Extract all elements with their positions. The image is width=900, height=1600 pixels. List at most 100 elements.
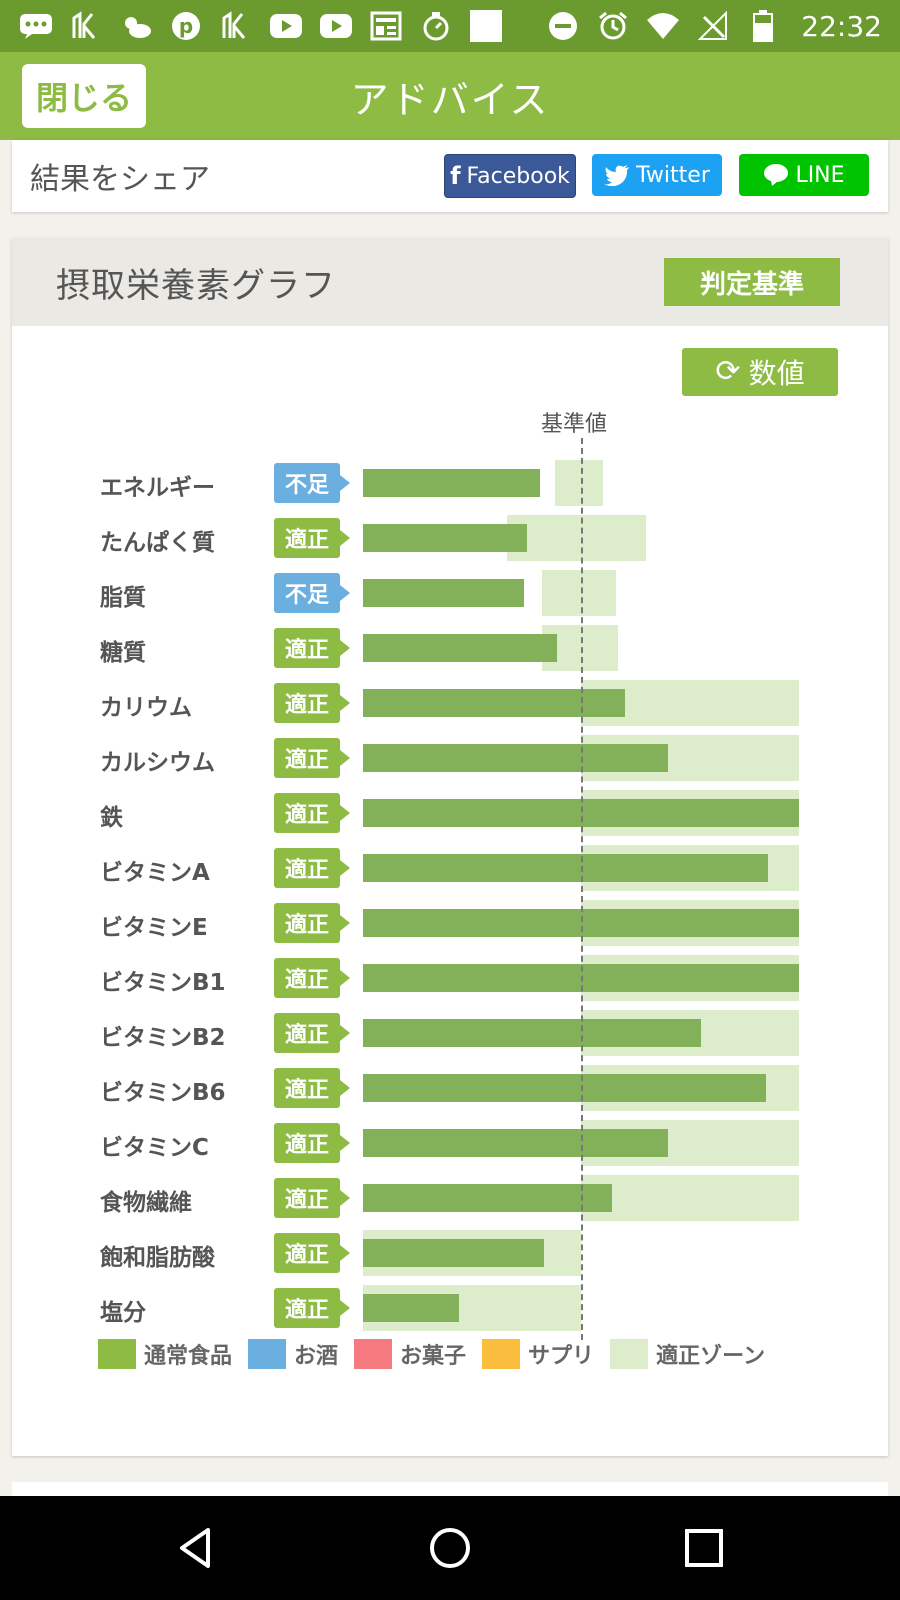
intake-bar <box>363 1019 701 1047</box>
blank-icon <box>468 8 504 44</box>
status-badge: 適正 <box>274 903 350 943</box>
status-badge: 不足 <box>274 463 350 503</box>
twitter-share-button[interactable]: Twitter <box>592 154 722 196</box>
intake-bar <box>363 524 527 552</box>
reference-label: 基準値 <box>541 412 608 437</box>
intake-bar <box>363 469 540 497</box>
legend-label: 適正ゾーン <box>656 1344 765 1369</box>
intake-bar <box>363 579 525 607</box>
line-bubble-icon <box>764 164 789 186</box>
legend-item: お菓子 <box>354 1338 466 1370</box>
status-badge: 適正 <box>274 1068 350 1108</box>
status-badge: 適正 <box>274 628 350 668</box>
news-icon <box>368 8 404 44</box>
status-badge: 適正 <box>274 958 350 998</box>
nutrient-label: カルシウム <box>100 750 215 776</box>
intake-bar <box>363 689 625 717</box>
status-badge: 適正 <box>274 1233 350 1273</box>
app-icon <box>218 8 254 44</box>
status-badge: 適正 <box>274 1123 350 1163</box>
legend-label: サプリ <box>528 1344 595 1369</box>
intake-bar <box>363 1074 767 1102</box>
alarm-icon <box>595 8 631 44</box>
nutrient-label: ビタミンA <box>100 860 210 886</box>
no-signal-icon <box>695 8 731 44</box>
youtube-icon <box>268 8 304 44</box>
close-button[interactable]: 閉じる <box>22 64 146 128</box>
wifi-icon <box>645 8 681 44</box>
intake-bar <box>363 1294 459 1322</box>
nutrient-label: 糖質 <box>100 640 146 666</box>
clock: 22:32 <box>801 9 882 43</box>
nutrient-label: ビタミンC <box>100 1135 209 1161</box>
system-icons: 22:32 <box>545 8 882 44</box>
share-label: 結果をシェア <box>30 162 210 197</box>
status-badge: 適正 <box>274 1178 350 1218</box>
status-badge: 適正 <box>274 738 350 778</box>
notification-icons: p <box>18 8 504 44</box>
timer-icon <box>418 8 454 44</box>
legend-swatch <box>610 1339 649 1369</box>
nutrient-label: ビタミンB1 <box>100 970 226 996</box>
nutrient-label: ビタミンB2 <box>100 1025 226 1051</box>
twitter-label: Twitter <box>636 162 710 188</box>
back-icon[interactable] <box>170 1522 222 1574</box>
home-icon[interactable] <box>424 1522 476 1574</box>
dnd-icon <box>545 8 581 44</box>
nutrient-label: 鉄 <box>100 805 123 831</box>
optimal-zone <box>554 460 603 506</box>
status-badge: 適正 <box>274 1013 350 1053</box>
status-bar: p 22:32 <box>0 0 900 52</box>
facebook-label: Facebook <box>466 163 570 189</box>
chart-legend: 通常食品 お酒 お菓子 サプリ 適正ゾーン <box>98 1338 765 1370</box>
intake-bar <box>363 854 769 882</box>
youtube-icon <box>318 8 354 44</box>
twitter-bird-icon <box>604 165 630 186</box>
battery-icon <box>745 8 781 44</box>
facebook-icon: f <box>450 162 461 190</box>
nutrient-label: 塩分 <box>100 1300 146 1326</box>
status-badge: 適正 <box>274 1288 350 1328</box>
legend-swatch <box>98 1339 136 1369</box>
status-badge: 適正 <box>274 683 350 723</box>
page-title: アドバイス <box>350 77 550 122</box>
nutrient-label: 飽和脂肪酸 <box>100 1245 215 1271</box>
intake-bar <box>363 1129 669 1157</box>
criteria-button[interactable]: 判定基準 <box>664 258 840 306</box>
status-badge: 適正 <box>274 848 350 888</box>
navigation-bar <box>0 1496 900 1600</box>
app-icon <box>68 8 104 44</box>
optimal-zone <box>581 1175 799 1221</box>
legend-swatch <box>354 1339 393 1369</box>
nutrient-label: 食物繊維 <box>100 1190 192 1216</box>
facebook-share-button[interactable]: f Facebook <box>444 154 576 198</box>
intake-bar <box>363 1184 612 1212</box>
intake-bar <box>363 634 558 662</box>
status-badge: 不足 <box>274 573 350 613</box>
legend-swatch <box>482 1339 521 1369</box>
intake-bar <box>363 744 669 772</box>
nutrient-label: ビタミンE <box>100 915 208 941</box>
intake-bar <box>363 1239 544 1267</box>
recents-icon[interactable] <box>678 1522 730 1574</box>
numeric-label: 数値 <box>748 357 805 390</box>
nutrient-label: カリウム <box>100 695 192 721</box>
share-card: 結果をシェア f Facebook Twitter LINE <box>12 140 888 212</box>
chat-dots-icon <box>18 8 54 44</box>
optimal-zone <box>541 570 616 616</box>
status-badge: 適正 <box>274 793 350 833</box>
nutrient-label: たんぱく質 <box>100 530 215 556</box>
app-bar: 閉じる アドバイス <box>0 52 900 140</box>
legend-item: サプリ <box>482 1338 594 1370</box>
line-share-button[interactable]: LINE <box>739 154 869 196</box>
pinterest-icon: p <box>168 8 204 44</box>
legend-item: 通常食品 <box>98 1338 232 1370</box>
nutrient-graph-card: 摂取栄養素グラフ 判定基準 ⟳ 数値 基準値 エネルギー 不足 たんぱく質 適正 脂質 不足… <box>12 238 888 1456</box>
legend-label: お酒 <box>294 1344 339 1369</box>
nutrient-label: エネルギー <box>100 475 215 501</box>
line-label: LINE <box>795 162 845 188</box>
optimal-zone <box>506 515 647 561</box>
numeric-toggle-button[interactable]: ⟳ 数値 <box>682 348 838 396</box>
svg-text:p: p <box>179 14 193 38</box>
weather-icon <box>118 8 154 44</box>
